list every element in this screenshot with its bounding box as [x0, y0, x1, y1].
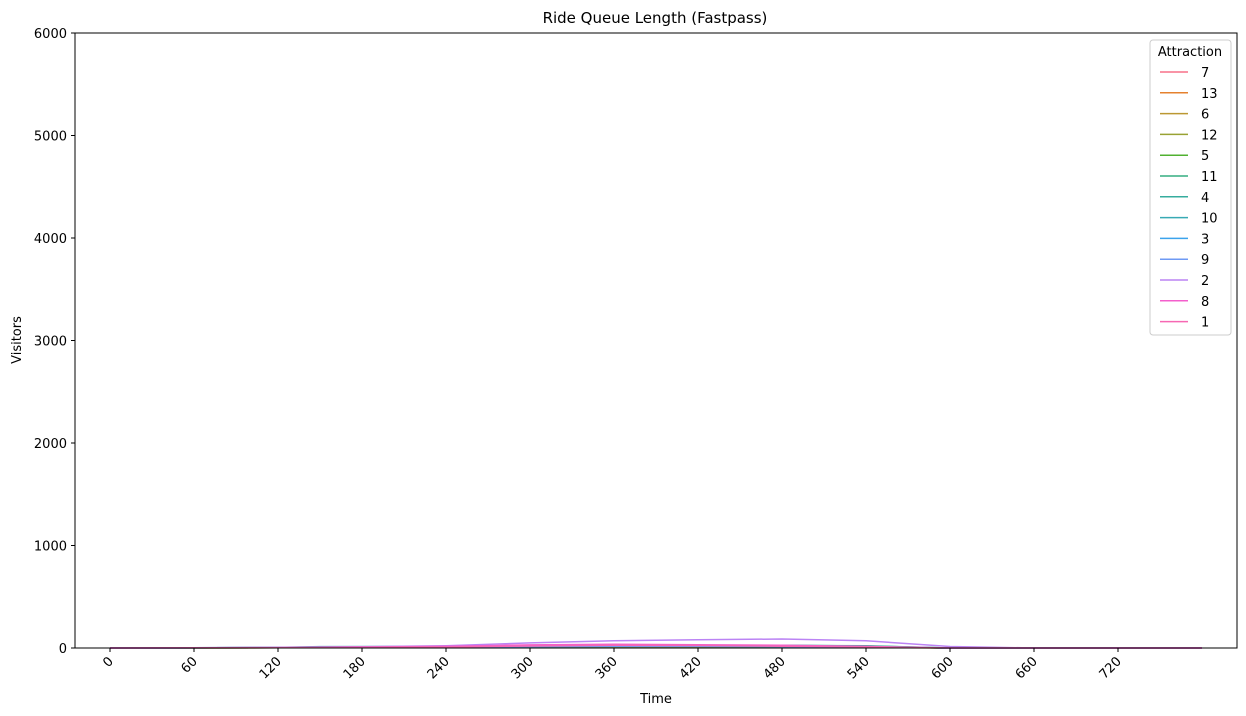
x-tick-label: 60	[179, 654, 201, 676]
legend-entry: 5	[1201, 149, 1209, 164]
x-tick-label: 240	[425, 654, 453, 682]
legend-title: Attraction	[1158, 45, 1222, 60]
legend-entry: 10	[1201, 212, 1218, 227]
x-tick-label: 360	[593, 654, 621, 682]
legend: Attraction 7 13 6 12 5 11 4 10 3 9 2 8 1	[1149, 39, 1232, 336]
x-tick-label: 720	[1097, 654, 1125, 682]
legend-entry: 1	[1201, 316, 1209, 331]
y-tick-label: 4000	[34, 232, 67, 247]
plot-lines	[109, 638, 1202, 649]
y-tick-label: 0	[59, 642, 67, 657]
chart-title: Ride Queue Length (Fastpass)	[543, 9, 768, 27]
y-axis-label: Visitors	[10, 316, 25, 364]
x-tick-label: 480	[761, 654, 789, 682]
legend-box	[1149, 39, 1232, 336]
legend-entry: 13	[1201, 87, 1218, 102]
legend-entry: 11	[1201, 170, 1218, 185]
legend-entry: 8	[1201, 295, 1209, 310]
y-tick-label: 3000	[34, 335, 67, 350]
x-axis: 0 60 120 180 240 300 360 420 480 540 600 660 720	[100, 648, 1125, 682]
x-tick-label: 0	[100, 654, 116, 670]
legend-entry: 7	[1201, 66, 1209, 81]
x-tick-label: 600	[929, 654, 957, 682]
legend-entry: 4	[1201, 191, 1209, 206]
y-tick-label: 6000	[34, 27, 67, 42]
y-tick-label: 2000	[34, 437, 67, 452]
x-tick-label: 420	[677, 654, 705, 682]
legend-entry: 12	[1201, 128, 1218, 143]
legend-entry: 2	[1201, 274, 1209, 289]
plot-frame	[74, 32, 1238, 649]
legend-entry: 9	[1201, 253, 1209, 268]
y-tick-label: 5000	[34, 130, 67, 145]
x-tick-label: 120	[257, 654, 285, 682]
x-tick-label: 180	[341, 654, 369, 682]
y-axis: 0 1000 2000 3000 4000 5000 6000	[34, 27, 75, 657]
x-tick-label: 540	[845, 654, 873, 682]
legend-items: 7 13 6 12 5 11 4 10 3 9 2 8 1	[1160, 66, 1218, 331]
series-line-1	[109, 644, 1202, 649]
y-tick-label: 1000	[34, 540, 67, 555]
legend-entry: 6	[1201, 108, 1209, 123]
x-axis-label: Time	[639, 692, 672, 707]
x-tick-label: 660	[1013, 654, 1041, 682]
legend-entry: 3	[1201, 232, 1209, 247]
x-tick-label: 300	[509, 654, 537, 682]
